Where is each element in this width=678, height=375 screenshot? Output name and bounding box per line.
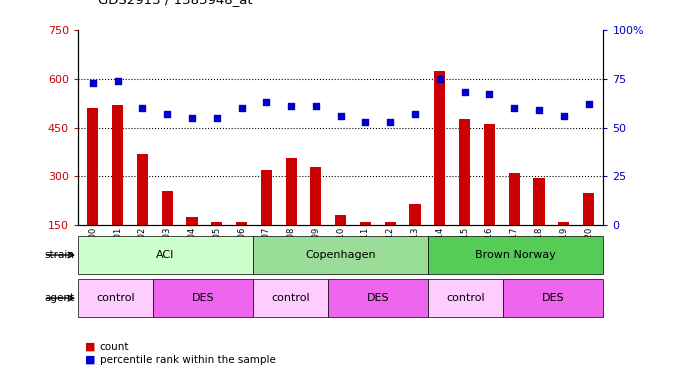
Bar xyxy=(186,217,197,225)
Text: strain: strain xyxy=(45,250,75,260)
Bar xyxy=(428,236,603,274)
Point xyxy=(311,103,321,109)
Bar xyxy=(261,170,272,225)
Bar xyxy=(534,178,544,225)
Bar xyxy=(459,119,471,225)
Bar xyxy=(410,204,420,225)
Text: control: control xyxy=(271,293,310,303)
Point xyxy=(236,105,247,111)
Point xyxy=(212,115,222,121)
Bar xyxy=(285,158,297,225)
Text: DES: DES xyxy=(542,293,565,303)
Bar xyxy=(503,279,603,317)
Text: ■: ■ xyxy=(85,342,95,352)
Bar xyxy=(428,279,503,317)
Point xyxy=(583,101,594,107)
Bar xyxy=(211,222,222,225)
Point xyxy=(137,105,148,111)
Text: control: control xyxy=(96,293,135,303)
Point xyxy=(261,99,272,105)
Bar xyxy=(78,279,153,317)
Point xyxy=(186,115,197,121)
Bar xyxy=(236,222,247,225)
Bar xyxy=(328,279,428,317)
Text: ACI: ACI xyxy=(157,250,175,260)
Bar xyxy=(112,105,123,225)
Text: Brown Norway: Brown Norway xyxy=(475,250,556,260)
Bar xyxy=(583,192,594,225)
Bar xyxy=(253,279,328,317)
Bar xyxy=(87,108,98,225)
Point xyxy=(335,113,346,119)
Point xyxy=(162,111,173,117)
Point xyxy=(87,80,98,86)
Bar xyxy=(311,166,321,225)
Point xyxy=(534,107,544,113)
Point xyxy=(484,92,495,98)
Text: GDS2913 / 1385948_at: GDS2913 / 1385948_at xyxy=(98,0,253,6)
Point xyxy=(508,105,519,111)
Bar xyxy=(161,191,173,225)
Point xyxy=(435,76,445,82)
Bar xyxy=(360,222,371,225)
Point xyxy=(360,118,371,124)
Bar xyxy=(384,222,396,225)
Bar xyxy=(153,279,253,317)
Point xyxy=(112,78,123,84)
Text: ■: ■ xyxy=(85,355,95,365)
Bar xyxy=(137,153,148,225)
Bar xyxy=(335,214,346,225)
Bar xyxy=(78,236,253,274)
Point xyxy=(385,118,396,124)
Point xyxy=(285,103,296,109)
Bar xyxy=(253,236,428,274)
Bar xyxy=(484,124,495,225)
Text: control: control xyxy=(447,293,485,303)
Text: DES: DES xyxy=(192,293,214,303)
Text: DES: DES xyxy=(367,293,390,303)
Text: count: count xyxy=(100,342,129,352)
Point xyxy=(459,89,470,95)
Bar xyxy=(558,222,570,225)
Text: percentile rank within the sample: percentile rank within the sample xyxy=(100,355,275,365)
Point xyxy=(559,113,570,119)
Bar xyxy=(435,70,445,225)
Bar xyxy=(508,173,520,225)
Text: Copenhagen: Copenhagen xyxy=(305,250,376,260)
Text: agent: agent xyxy=(45,293,75,303)
Point xyxy=(410,111,420,117)
